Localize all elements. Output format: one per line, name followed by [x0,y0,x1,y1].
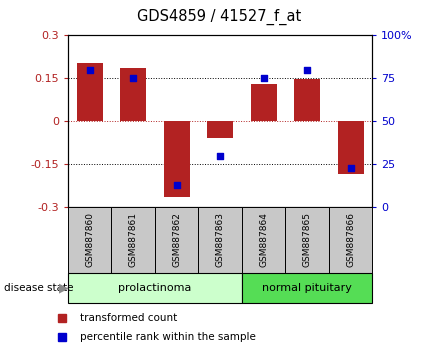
Bar [285,207,329,273]
Text: ▶: ▶ [59,281,69,294]
Point [86,67,93,73]
Point [304,67,311,73]
Bar [329,207,372,273]
Bar [207,121,233,138]
Bar [198,207,242,273]
Bar [163,121,190,197]
Text: normal pituitary: normal pituitary [262,282,352,293]
Text: GSM887862: GSM887862 [172,212,181,267]
Text: GSM887866: GSM887866 [346,212,355,267]
Point [347,165,354,170]
Text: GSM887861: GSM887861 [129,212,138,267]
Text: GSM887860: GSM887860 [85,212,94,267]
Text: GSM887863: GSM887863 [215,212,225,267]
Text: disease state: disease state [4,282,74,293]
Text: GSM887864: GSM887864 [259,212,268,267]
Text: GDS4859 / 41527_f_at: GDS4859 / 41527_f_at [137,9,301,25]
Text: transformed count: transformed count [80,313,177,323]
Text: prolactinoma: prolactinoma [118,282,191,293]
Bar [242,273,372,303]
Bar [251,84,277,121]
Bar [120,68,146,121]
Point [260,75,267,81]
Bar [338,121,364,174]
Bar [242,207,285,273]
Point [130,75,137,81]
Text: GSM887865: GSM887865 [303,212,311,267]
Bar [68,273,242,303]
Bar [111,207,155,273]
Bar [68,207,111,273]
Text: percentile rank within the sample: percentile rank within the sample [80,332,256,342]
Bar [77,63,102,121]
Bar [155,207,198,273]
Point [173,182,180,188]
Bar [294,79,320,121]
Point [216,153,223,159]
